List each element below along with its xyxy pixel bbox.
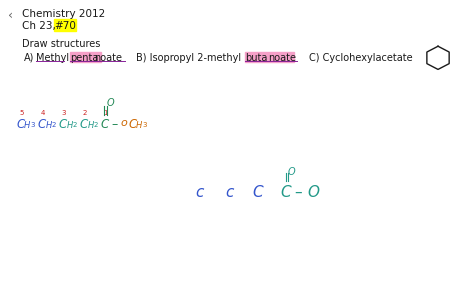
Text: 5: 5 (19, 110, 24, 116)
Text: c: c (225, 185, 234, 200)
Text: –: – (294, 185, 302, 200)
Text: H: H (88, 121, 94, 130)
Text: A): A) (24, 53, 35, 63)
Text: B) Isopropyl 2-methyl: B) Isopropyl 2-methyl (136, 53, 241, 63)
Text: Chemistry 2012: Chemistry 2012 (22, 9, 105, 19)
Text: o: o (120, 118, 127, 128)
Text: Draw structures: Draw structures (22, 39, 100, 49)
Text: C: C (16, 118, 25, 131)
Text: 2: 2 (93, 122, 98, 128)
Text: Methyl: Methyl (36, 53, 69, 63)
Text: H: H (136, 121, 142, 130)
Text: 2: 2 (82, 110, 87, 116)
Text: C: C (100, 118, 109, 131)
Text: noate: noate (268, 53, 296, 63)
Text: C: C (59, 118, 67, 131)
Bar (54, 19, 75, 31)
Text: H: H (46, 121, 52, 130)
Text: O: O (307, 185, 319, 200)
Bar (245, 52, 294, 62)
Text: C: C (281, 185, 291, 200)
Text: 2: 2 (52, 122, 56, 128)
Text: 3: 3 (62, 110, 66, 116)
Text: C: C (80, 118, 88, 131)
Text: O: O (106, 99, 114, 108)
Text: 2: 2 (73, 122, 77, 128)
Text: –: – (111, 118, 118, 131)
Text: 1: 1 (103, 110, 108, 116)
Bar (70, 52, 101, 62)
Text: buta: buta (245, 53, 267, 63)
Text: H: H (24, 121, 30, 130)
Text: C: C (38, 118, 46, 131)
Text: C: C (128, 118, 137, 131)
Text: C: C (253, 185, 264, 200)
Text: #70: #70 (54, 21, 76, 31)
Text: Ch 23,: Ch 23, (22, 21, 59, 31)
Text: c: c (195, 185, 204, 200)
Text: 3: 3 (30, 122, 35, 128)
Text: penta: penta (70, 53, 98, 63)
Text: 4: 4 (41, 110, 46, 116)
Text: O: O (288, 167, 295, 177)
Text: noate: noate (94, 53, 122, 63)
Text: ‹: ‹ (8, 9, 13, 22)
Text: C) Cyclohexylacetate: C) Cyclohexylacetate (310, 53, 413, 63)
Text: H: H (67, 121, 73, 130)
Text: 3: 3 (142, 122, 146, 128)
